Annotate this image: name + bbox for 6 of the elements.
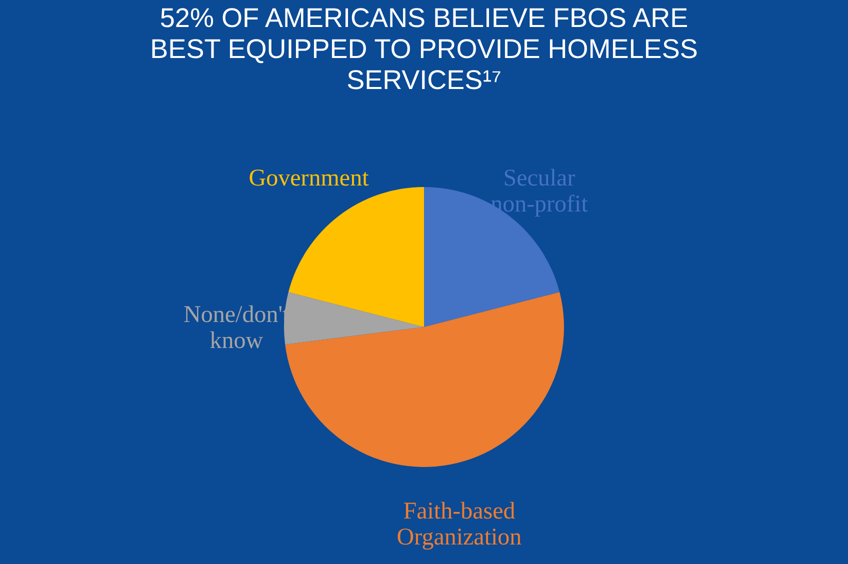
- pie-slice: [284, 292, 424, 345]
- slice-label: Government: [248, 165, 370, 192]
- chart-title: 52% OF AMERICANS BELIEVE FBOS ARE BEST EQUIPPED TO PROVIDE HOMELESS SERVICES¹⁷: [150, 3, 698, 95]
- slice-label: Faith-based Organization: [396, 498, 522, 551]
- pie-slice: [288, 187, 424, 327]
- pie-slice: [285, 292, 564, 467]
